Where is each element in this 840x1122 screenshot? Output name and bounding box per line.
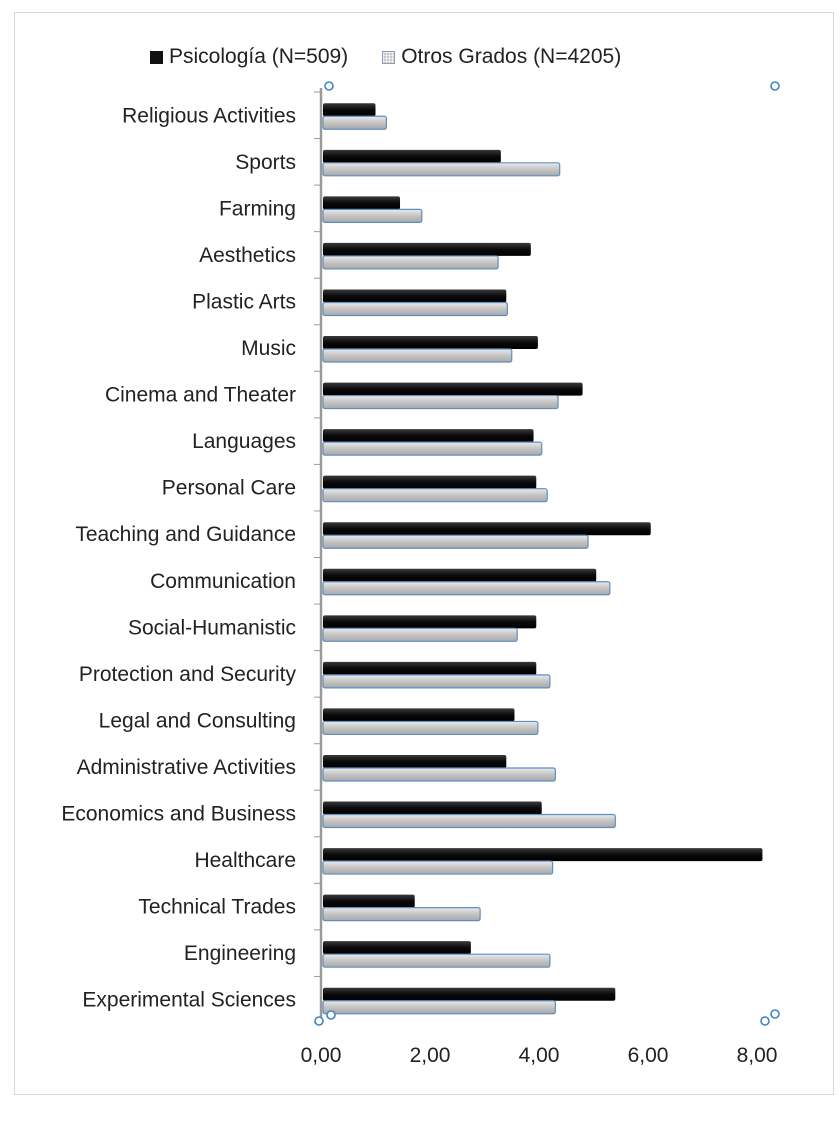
legend-swatch-psicologia	[150, 50, 163, 64]
legend-label-psicologia: Psicología (N=509)	[169, 45, 349, 68]
bar-psicologia-technical-trades	[323, 894, 415, 908]
bar-psicologia-languages	[323, 429, 534, 443]
category-label-music: Music	[241, 337, 296, 360]
bar-otros-grados-healthcare	[322, 860, 554, 875]
bar-psicologia-healthcare	[323, 848, 763, 862]
bar-otros-grados-technical-trades	[322, 907, 481, 922]
bar-otros-grados-personal-care	[322, 488, 548, 503]
category-label-legal-and-consulting: Legal and Consulting	[99, 709, 296, 732]
x-tick-label: 0,00	[301, 1044, 342, 1067]
category-label-religious-activities: Religious Activities	[122, 104, 296, 127]
category-label-personal-care: Personal Care	[162, 477, 296, 500]
bar-otros-grados-protection-and-security	[322, 674, 551, 689]
bar-psicologia-personal-care	[323, 475, 537, 489]
bar-psicologia-protection-and-security	[323, 661, 537, 675]
bar-psicologia-communication	[323, 568, 597, 582]
bar-psicologia-experimental-sciences	[323, 987, 616, 1001]
bar-psicologia-administrative-activities	[323, 754, 507, 768]
bar-otros-grados-languages	[322, 441, 543, 456]
bar-otros-grados-communication	[322, 581, 611, 596]
resize-handle[interactable]	[326, 1010, 336, 1020]
bar-psicologia-plastic-arts	[323, 289, 507, 303]
bar-psicologia-farming	[323, 196, 401, 210]
bar-psicologia-music	[323, 336, 538, 350]
x-tick-label: 4,00	[519, 1044, 560, 1067]
resize-handle[interactable]	[760, 1016, 770, 1026]
bar-psicologia-teaching-and-guidance	[323, 522, 651, 536]
bar-otros-grados-experimental-sciences	[322, 1000, 556, 1015]
bar-otros-grados-religious-activities	[322, 115, 388, 130]
axis-layer	[314, 81, 780, 1026]
legend-item-psicologia: Psicología (N=509)	[150, 45, 348, 69]
category-label-sports: Sports	[235, 151, 296, 174]
bar-otros-grados-plastic-arts	[322, 301, 508, 317]
bar-otros-grados-sports	[322, 162, 561, 177]
category-label-communication: Communication	[150, 570, 296, 593]
bar-otros-grados-economics-and-business	[322, 813, 616, 829]
bar-psicologia-cinema-and-theater	[323, 382, 583, 396]
bar-otros-grados-music	[322, 348, 513, 363]
bar-psicologia-engineering	[323, 941, 471, 955]
bar-psicologia-legal-and-consulting	[323, 708, 515, 722]
bars-layer	[322, 103, 763, 1015]
bar-otros-grados-aesthetics	[322, 255, 499, 270]
bar-otros-grados-legal-and-consulting	[322, 720, 539, 736]
category-label-farming: Farming	[219, 197, 296, 220]
legend-item-otros-grados: Otros Grados (N=4205)	[382, 45, 621, 69]
category-label-cinema-and-theater: Cinema and Theater	[105, 384, 296, 407]
bar-otros-grados-engineering	[322, 953, 551, 968]
bar-psicologia-religious-activities	[323, 103, 376, 117]
resize-handle[interactable]	[770, 1009, 780, 1019]
bar-psicologia-sports	[323, 149, 501, 163]
category-label-technical-trades: Technical Trades	[138, 896, 296, 919]
category-label-languages: Languages	[192, 430, 296, 453]
bar-psicologia-economics-and-business	[323, 801, 542, 815]
chart-frame	[14, 12, 834, 1095]
category-label-social-humanistic: Social-Humanistic	[128, 616, 296, 639]
resize-handle[interactable]	[314, 1016, 324, 1026]
category-label-healthcare: Healthcare	[194, 849, 296, 872]
category-label-plastic-arts: Plastic Arts	[192, 290, 296, 313]
x-tick-label: 8,00	[737, 1044, 778, 1067]
x-tick-label: 6,00	[628, 1044, 669, 1067]
chart-legend: Psicología (N=509) Otros Grados (N=4205)	[150, 42, 621, 72]
bar-psicologia-social-humanistic	[323, 615, 537, 629]
category-label-economics-and-business: Economics and Business	[61, 803, 296, 826]
category-label-teaching-and-guidance: Teaching and Guidance	[75, 523, 296, 546]
resize-handle[interactable]	[324, 81, 334, 91]
category-label-protection-and-security: Protection and Security	[79, 663, 297, 686]
category-label-aesthetics: Aesthetics	[199, 244, 296, 267]
category-label-experimental-sciences: Experimental Sciences	[82, 989, 296, 1012]
bar-otros-grados-teaching-and-guidance	[322, 534, 589, 549]
resize-handle[interactable]	[770, 81, 780, 91]
x-tick-label: 2,00	[410, 1044, 451, 1067]
bar-otros-grados-social-humanistic	[322, 627, 518, 642]
category-label-engineering: Engineering	[184, 942, 296, 965]
legend-label-otros-grados: Otros Grados (N=4205)	[401, 45, 622, 68]
bar-psicologia-aesthetics	[323, 242, 531, 256]
category-label-administrative-activities: Administrative Activities	[77, 756, 296, 779]
bar-otros-grados-cinema-and-theater	[322, 394, 559, 410]
labels-layer: Religious Activities Sports Farming Aesthet…	[61, 104, 777, 1067]
bar-otros-grados-administrative-activities	[322, 767, 556, 782]
legend-swatch-otros-grados	[382, 50, 396, 64]
bar-otros-grados-farming	[322, 208, 423, 223]
